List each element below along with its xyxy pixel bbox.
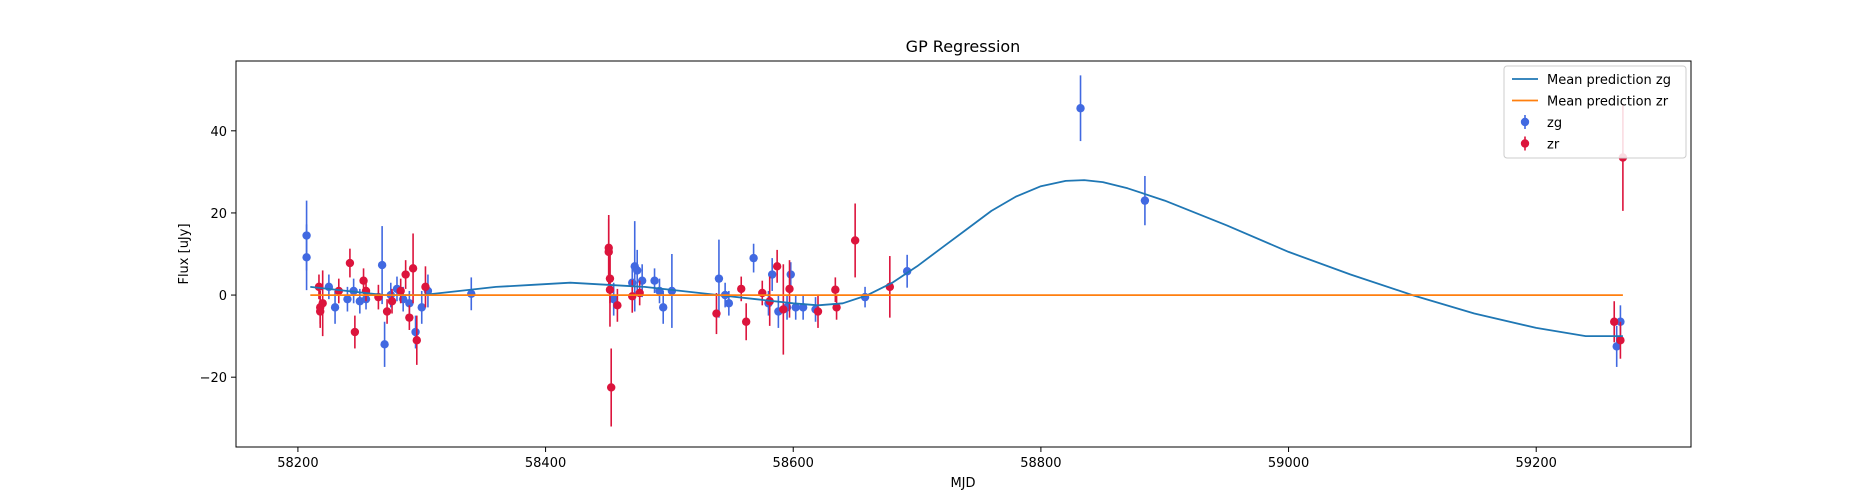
- data-point: [380, 340, 389, 349]
- data-point: [411, 327, 420, 337]
- x-tick-label: 59200: [1516, 456, 1557, 471]
- data-point: [350, 327, 360, 337]
- legend-label: Mean prediction zr: [1547, 95, 1669, 110]
- data-point: [633, 266, 642, 275]
- x-tick-label: 58200: [277, 456, 318, 471]
- data-point: [1140, 196, 1150, 205]
- data-point: [405, 313, 414, 322]
- x-tick-label: 58600: [773, 456, 814, 471]
- series-zg: [302, 75, 1625, 367]
- data-point: [396, 286, 405, 296]
- data-point: [343, 294, 352, 304]
- data-point: [779, 305, 788, 314]
- x-tick-label: 59000: [1268, 456, 1309, 471]
- data-point: [724, 299, 734, 308]
- data-point: [772, 262, 782, 271]
- data-point: [813, 307, 823, 316]
- data-point: [850, 236, 860, 245]
- data-point: [318, 299, 327, 308]
- data-point: [1610, 317, 1619, 326]
- data-point: [377, 260, 387, 270]
- x-axis-ticks: 58200 58400 58600 58800 59000 59200: [277, 447, 1557, 471]
- x-tick-label: 58400: [525, 456, 566, 471]
- legend-label: zg: [1547, 116, 1562, 131]
- data-point: [604, 247, 613, 257]
- data-point: [712, 309, 721, 318]
- legend-item: Mean prediction zr: [1512, 95, 1669, 110]
- data-point: [798, 303, 808, 312]
- x-tick-label: 58800: [1020, 456, 1061, 471]
- data-point: [382, 307, 392, 316]
- data-point: [417, 303, 426, 312]
- data-point: [405, 299, 414, 308]
- y-axis-label: Flux [uJy]: [177, 223, 192, 284]
- data-point: [302, 253, 311, 262]
- data-point: [832, 303, 841, 312]
- legend-item: zr: [1520, 136, 1560, 153]
- legend-marker-swatch: [1520, 117, 1530, 127]
- legend-box: [1503, 65, 1687, 159]
- data-point: [659, 303, 668, 312]
- data-point: [345, 258, 355, 268]
- data-point: [786, 270, 795, 279]
- legend-item: zg: [1520, 115, 1562, 131]
- series-line: [310, 179, 1623, 338]
- data-point: [467, 289, 476, 299]
- data-point: [650, 276, 659, 285]
- data-point: [831, 285, 840, 294]
- chart-title: GP Regression: [906, 37, 1021, 56]
- data-point: [421, 282, 430, 292]
- legend: Mean prediction zg Mean prediction zr zg zr: [1503, 65, 1687, 159]
- data-point: [609, 294, 618, 304]
- plot-content: [302, 75, 1628, 427]
- data-point: [334, 286, 343, 296]
- y-axis-ticks: −20 0 20 40: [200, 125, 236, 386]
- data-point: [605, 285, 615, 294]
- data-point: [628, 292, 637, 301]
- y-tick-label: 20: [210, 207, 227, 222]
- data-point: [1076, 104, 1085, 113]
- data-point: [607, 383, 616, 392]
- data-point: [741, 317, 751, 326]
- data-point: [749, 253, 758, 263]
- data-point: [737, 284, 746, 294]
- series-zr: [314, 104, 1628, 427]
- legend-marker-swatch: [1520, 139, 1530, 148]
- y-tick-label: 0: [219, 289, 227, 304]
- data-point: [1616, 336, 1625, 345]
- legend-label: Mean prediction zg: [1547, 73, 1671, 88]
- data-point: [330, 303, 340, 312]
- legend-item: Mean prediction zg: [1512, 73, 1671, 88]
- axes-frame: [235, 60, 1692, 448]
- x-axis-label: MJD: [950, 476, 975, 491]
- data-point: [387, 297, 397, 306]
- data-point: [412, 336, 421, 345]
- data-point: [1612, 342, 1621, 351]
- y-tick-label: 40: [210, 125, 227, 140]
- data-point: [401, 270, 410, 279]
- data-point: [714, 274, 724, 283]
- data-point: [408, 264, 418, 273]
- y-tick-label: −20: [200, 371, 227, 386]
- data-point: [785, 284, 794, 294]
- data-point: [791, 303, 800, 312]
- data-point: [613, 301, 622, 310]
- legend-label: zr: [1547, 138, 1560, 153]
